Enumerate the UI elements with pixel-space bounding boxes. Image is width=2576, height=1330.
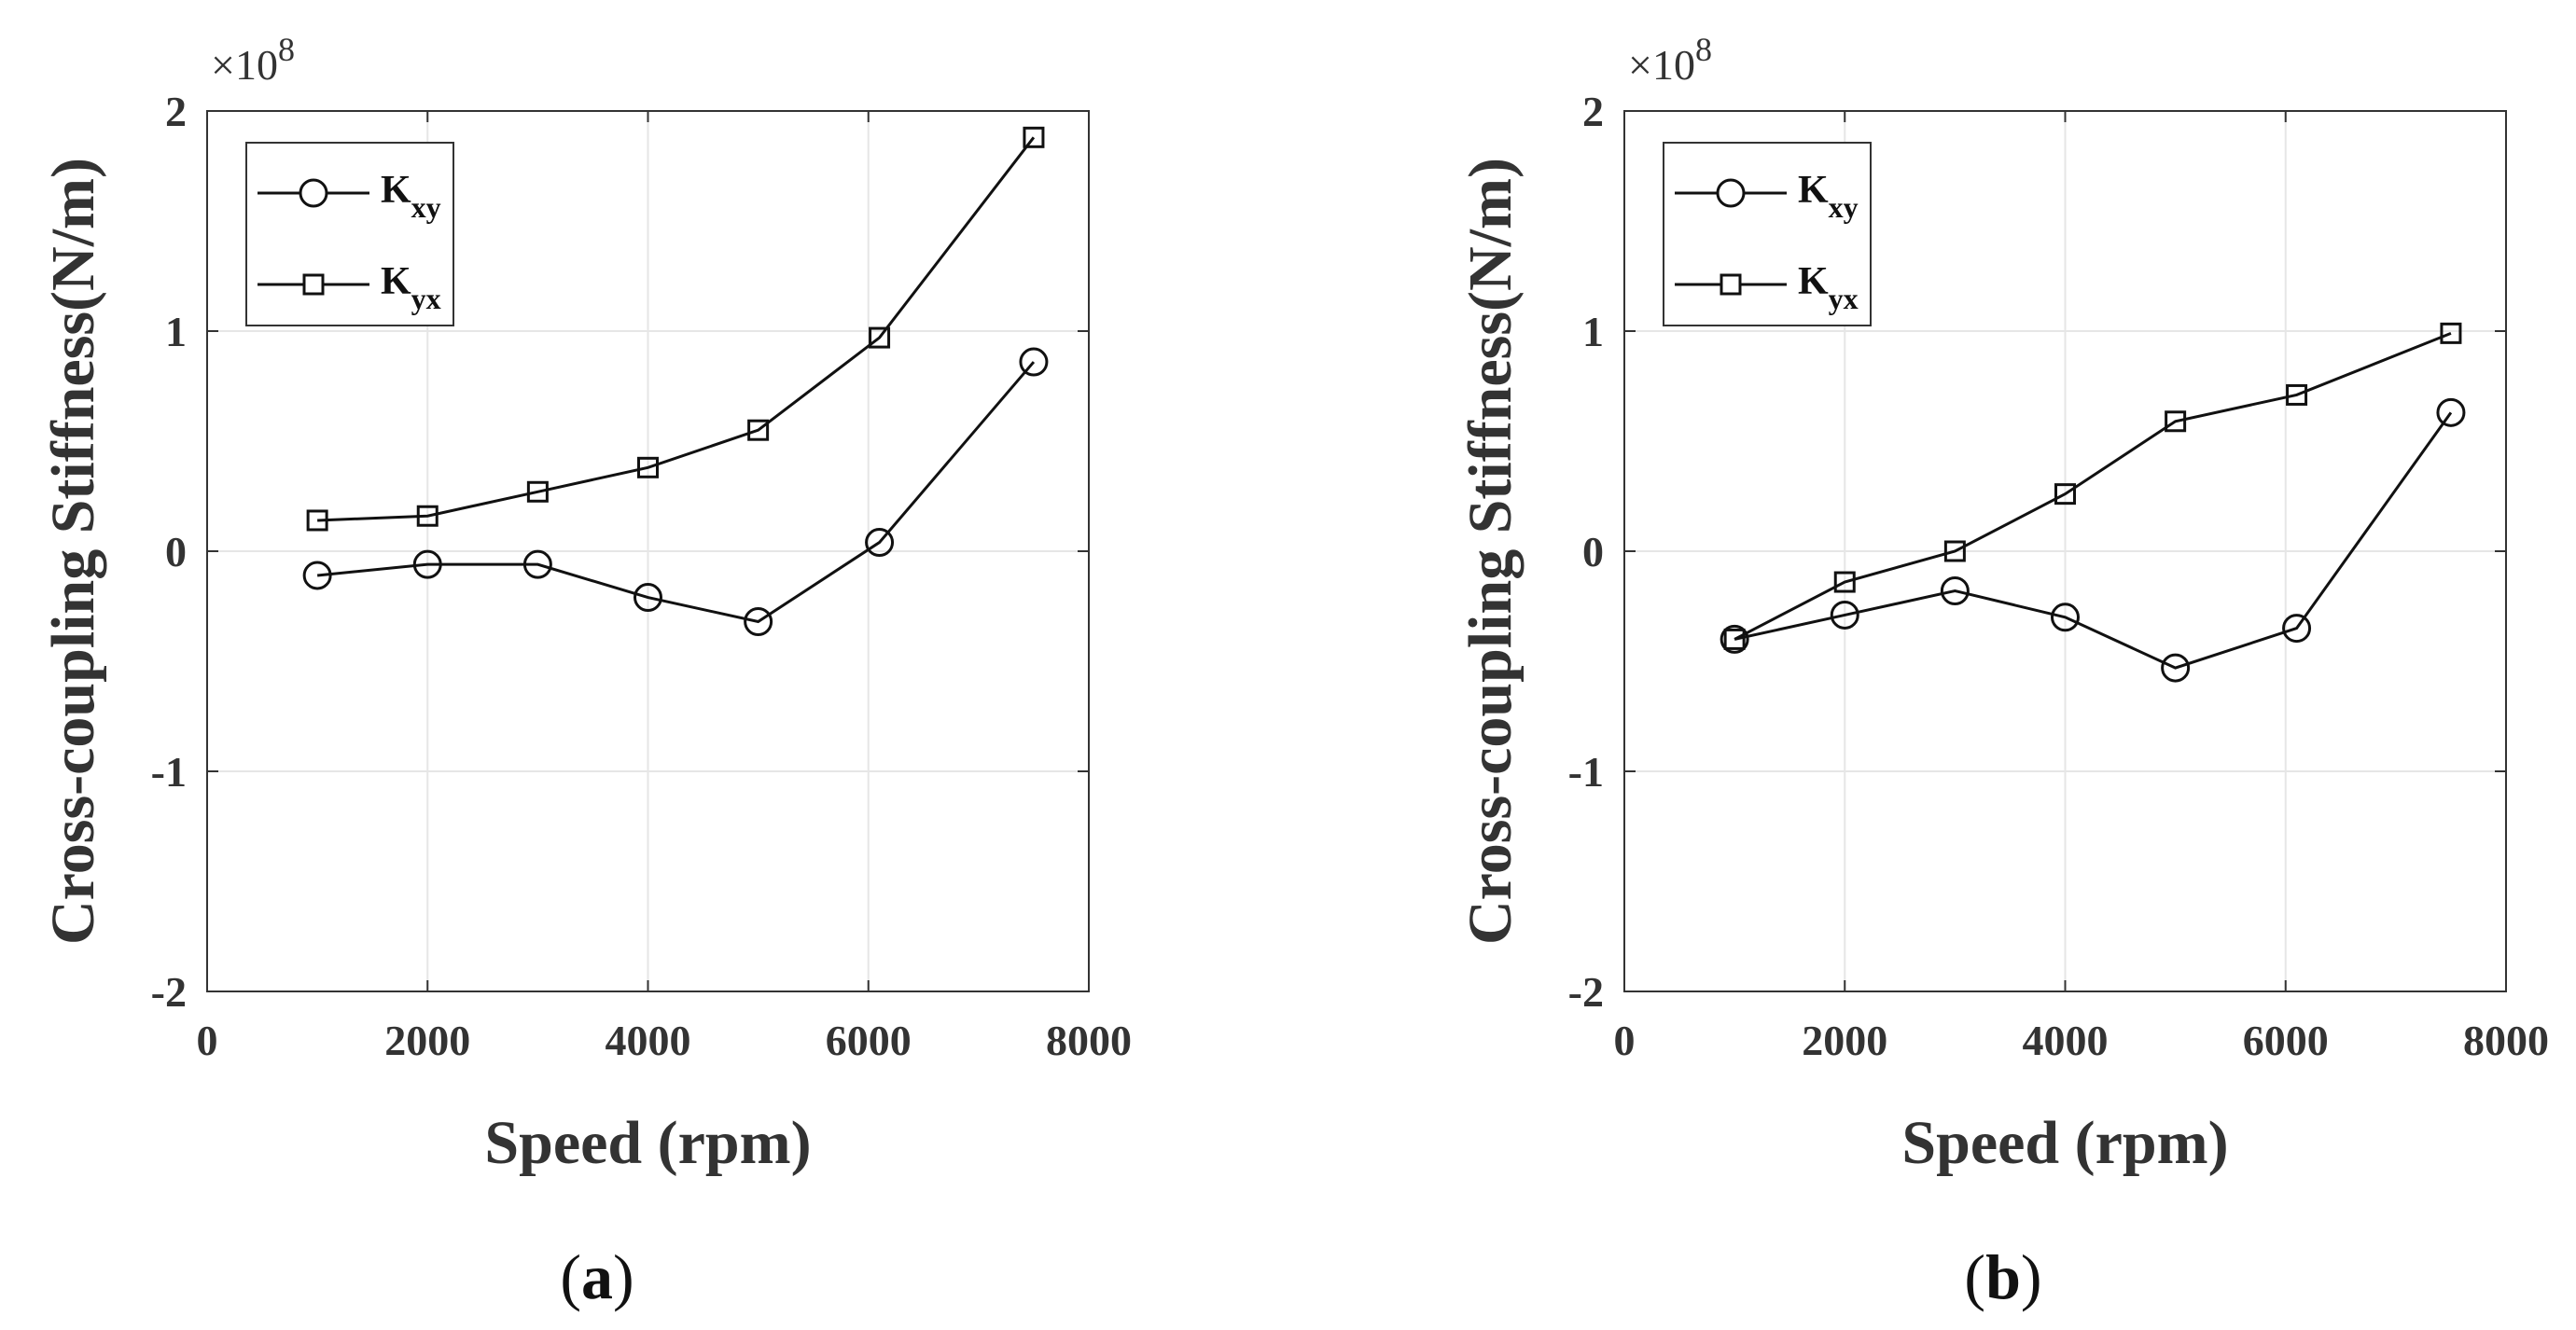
y-tick-label: 0 — [165, 528, 187, 575]
data-point-square — [2440, 322, 2462, 344]
x-tick-label: 2000 — [384, 1017, 470, 1064]
x-tick-label: 6000 — [826, 1017, 912, 1064]
legend-label-subscript: yx — [1829, 282, 1859, 315]
data-point-square — [1833, 571, 1856, 593]
x-axis-label: Speed (rpm) — [1901, 1109, 2228, 1177]
x-tick-label: 8000 — [1046, 1017, 1132, 1064]
data-point-circle — [522, 549, 552, 579]
y-tick-label: 2 — [165, 88, 187, 135]
y-tick-label: -2 — [1568, 968, 1604, 1016]
y-tick-label: 2 — [1582, 88, 1604, 135]
legend-box — [1663, 142, 1872, 326]
y-exponent-label: ×108 — [211, 31, 295, 89]
data-point-circle — [865, 528, 895, 558]
data-point-circle — [634, 583, 662, 613]
data-point-circle — [1940, 575, 1970, 605]
data-point-square — [1943, 540, 1966, 562]
chart-a: 0 2000 4000 6000 8000 -2 -1 0 1 2 ×108 Speed (rpm) C… — [39, 31, 1132, 1312]
legend-marker-circle — [299, 178, 328, 208]
x-axis-label: Speed (rpm) — [484, 1109, 811, 1177]
chart-b: 0 2000 4000 6000 8000 -2 -1 0 1 2 ×108 Speed (rpm) C… — [1456, 31, 2549, 1312]
x-tick-label: 4000 — [606, 1017, 691, 1064]
legend-label-subscript: yx — [411, 282, 441, 315]
data-point-square — [2286, 383, 2308, 406]
data-point-square — [526, 480, 549, 503]
data-point-circle — [1019, 347, 1049, 377]
panel-letter: a — [581, 1241, 613, 1312]
panel-label: (b) — [1964, 1241, 2041, 1312]
data-point-square — [416, 505, 439, 527]
series-line-square — [1734, 331, 2452, 641]
data-point-square — [2054, 483, 2076, 506]
x-tick-label: 4000 — [2023, 1017, 2109, 1064]
legend-marker-square — [1720, 273, 1742, 296]
x-tick-label: 6000 — [2243, 1017, 2329, 1064]
y-exponent-power: 8 — [278, 31, 295, 68]
data-point-square — [306, 509, 328, 532]
data-point-circle — [744, 607, 773, 637]
y-tick-label: 0 — [1582, 528, 1604, 575]
data-point-circle — [2436, 397, 2466, 427]
legend-marker-square — [302, 273, 325, 296]
y-axis-label: Cross-coupling Stiffness(N/m) — [39, 158, 107, 945]
series-line-circle — [1734, 411, 2453, 670]
legend-marker-circle — [1716, 178, 1746, 208]
data-point-circle — [302, 561, 332, 590]
data-point-square — [1723, 628, 1746, 650]
panel-letter: b — [1985, 1241, 2021, 1312]
y-tick-label: -1 — [151, 748, 187, 796]
data-point-square — [747, 419, 770, 441]
y-exponent-power: 8 — [1695, 31, 1712, 68]
panel-label: (a) — [560, 1241, 634, 1312]
data-point-circle — [1720, 624, 1749, 654]
y-exponent-label: ×108 — [1628, 31, 1712, 89]
data-point-square — [1023, 126, 1045, 148]
legend-box — [245, 142, 454, 326]
data-point-circle — [2282, 614, 2312, 644]
y-tick-label: -2 — [151, 968, 187, 1016]
data-point-square — [637, 456, 659, 478]
y-tick-label: 1 — [1582, 308, 1604, 355]
x-tick-label: 2000 — [1802, 1017, 1887, 1064]
y-axis-label: Cross-coupling Stiffness(N/m) — [1456, 158, 1525, 945]
series-line-square — [317, 136, 1036, 522]
data-point-square — [869, 326, 891, 349]
x-tick-label: 8000 — [2463, 1017, 2549, 1064]
x-tick-label: 0 — [1614, 1017, 1636, 1064]
data-point-square — [2165, 410, 2187, 433]
data-point-circle — [2161, 653, 2191, 683]
data-point-circle — [2051, 603, 2080, 632]
x-tick-label: 0 — [197, 1017, 218, 1064]
data-point-circle — [412, 549, 442, 579]
legend-label-subscript: xy — [1829, 190, 1859, 224]
data-point-circle — [1830, 600, 1859, 630]
legend-label-subscript: xy — [411, 190, 441, 224]
y-tick-label: 1 — [165, 308, 187, 355]
series-line-circle — [316, 361, 1036, 624]
y-tick-label: -1 — [1568, 748, 1604, 796]
